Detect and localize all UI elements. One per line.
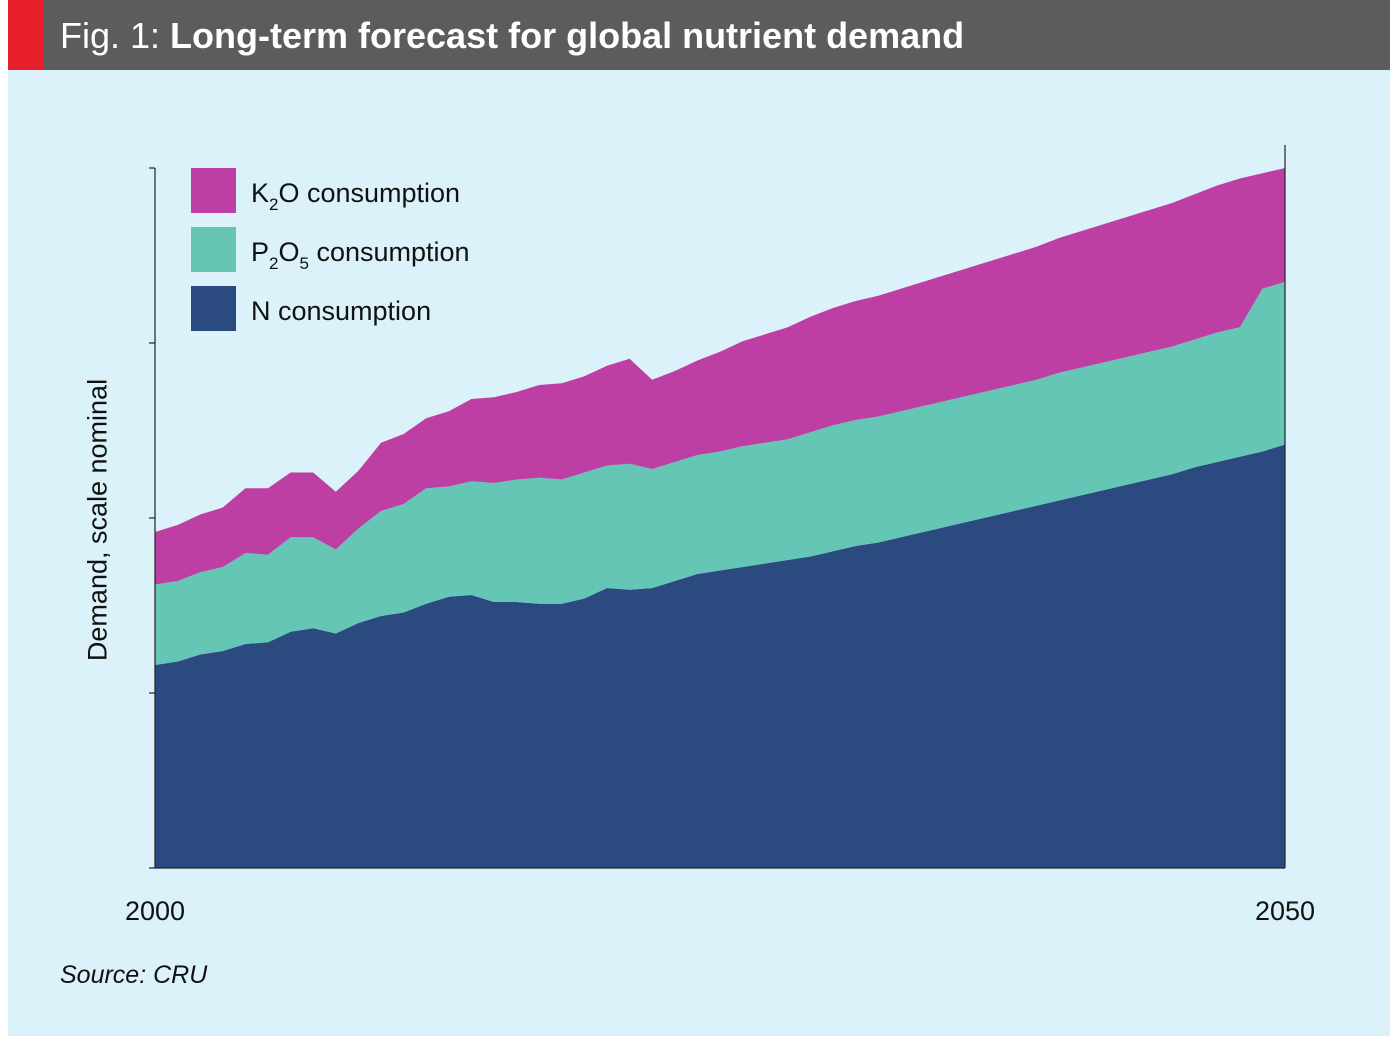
legend-label-p2o5: P2O5 consumption <box>251 237 470 273</box>
legend-label-k2o: K2O consumption <box>251 178 460 214</box>
x-tick-label: 2050 <box>1255 896 1315 926</box>
title-bar: Fig. 1: Long-term forecast for global nu… <box>8 0 1390 70</box>
legend-swatch-n <box>191 286 236 331</box>
legend-label-n: N consumption <box>251 296 431 326</box>
figure-title-text: Long-term forecast for global nutrient d… <box>170 15 965 56</box>
legend-swatch-k2o <box>191 168 236 213</box>
area-p2o5 <box>155 281 1285 665</box>
area-n <box>155 444 1285 868</box>
figure-title: Fig. 1: Long-term forecast for global nu… <box>60 13 964 59</box>
source-note: Source: CRU <box>60 961 208 989</box>
area-k2o <box>155 168 1285 585</box>
legend-swatch-p2o5 <box>191 227 236 272</box>
x-tick-label: 2000 <box>125 896 185 926</box>
figure-number: Fig. 1: <box>60 15 171 56</box>
y-axis-label: Demand, scale nominal <box>82 378 113 662</box>
title-accent-block <box>8 0 44 70</box>
